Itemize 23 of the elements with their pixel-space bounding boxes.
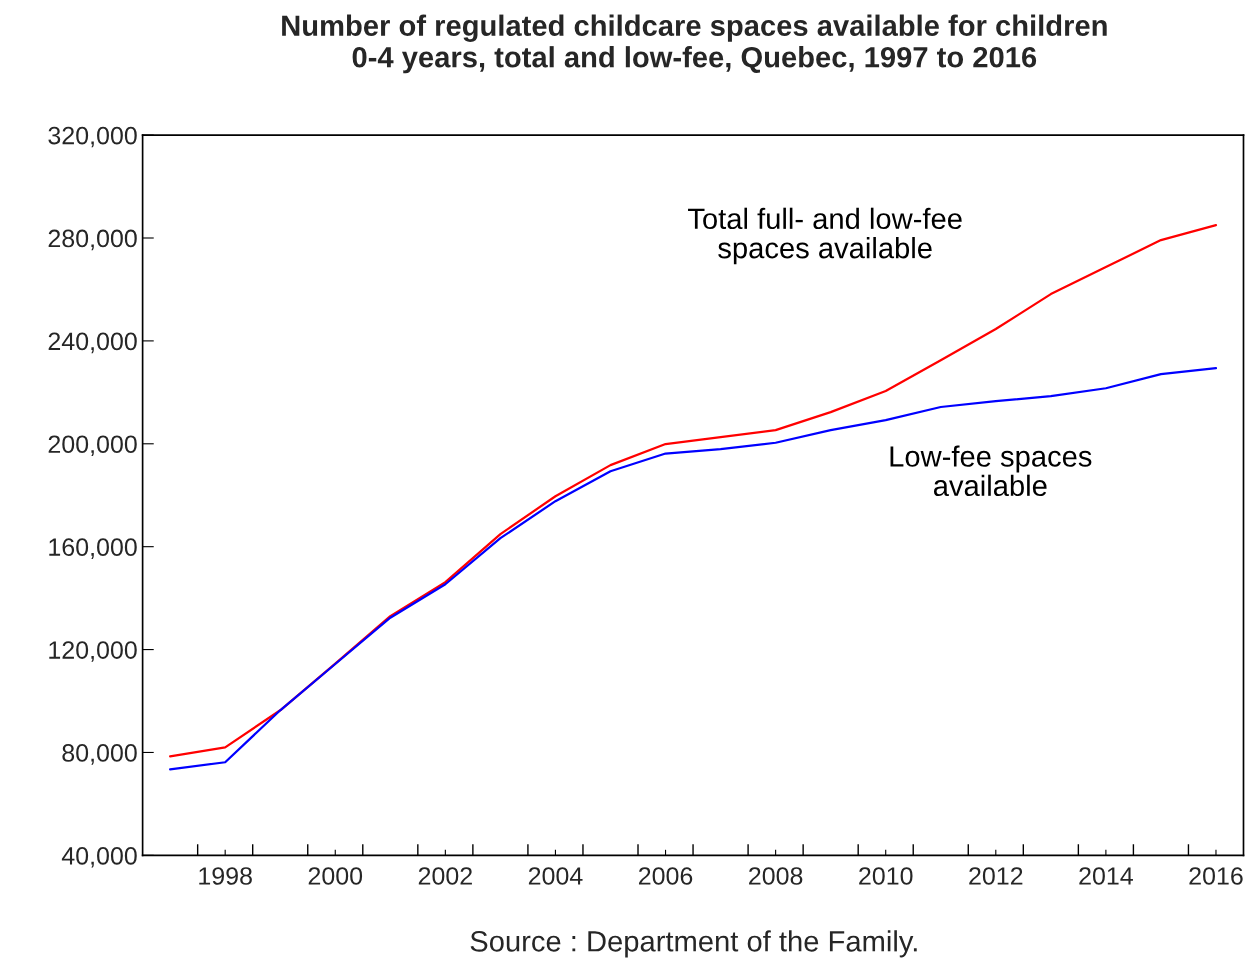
x-tick-label: 2004	[528, 867, 583, 885]
y-tick-label: 120,000	[49, 641, 137, 662]
source-note: Source : Department of the Family.	[470, 930, 917, 958]
y-tick-label: 240,000	[48, 332, 137, 354]
text: Total full- and low-fee spaces available	[688, 207, 962, 265]
x-tick-label: 2012	[969, 867, 1023, 885]
x-tick-label: 2002	[418, 867, 472, 885]
x-tick-label: 2008	[749, 867, 803, 885]
x-tick-label: 2000	[308, 867, 363, 885]
y-tick-label: 40,000	[61, 846, 137, 868]
y-tick-label: 200,000	[48, 435, 137, 457]
x-tick-label: 2010	[859, 867, 913, 885]
y-tick-label: 280,000	[48, 229, 137, 251]
y-tick-label: 80,000	[62, 744, 137, 765]
x-tick-label: 2006	[638, 867, 693, 885]
line-series	[169, 367, 1218, 771]
y-tick-label: 160,000	[49, 538, 137, 559]
y-tick-label: 320,000	[48, 126, 137, 148]
x-tick-label: 1998	[199, 867, 252, 885]
x-tick-label: 2014	[1079, 867, 1133, 885]
series-label: Low-fee spaces available	[890, 445, 1092, 497]
chart-title: Number of regulated childcare spaces available for children 0-4 years, total and low-fee, Quebec, 1997 to 2016	[282, 14, 1107, 74]
x-tick-label: 2016	[1189, 867, 1243, 885]
